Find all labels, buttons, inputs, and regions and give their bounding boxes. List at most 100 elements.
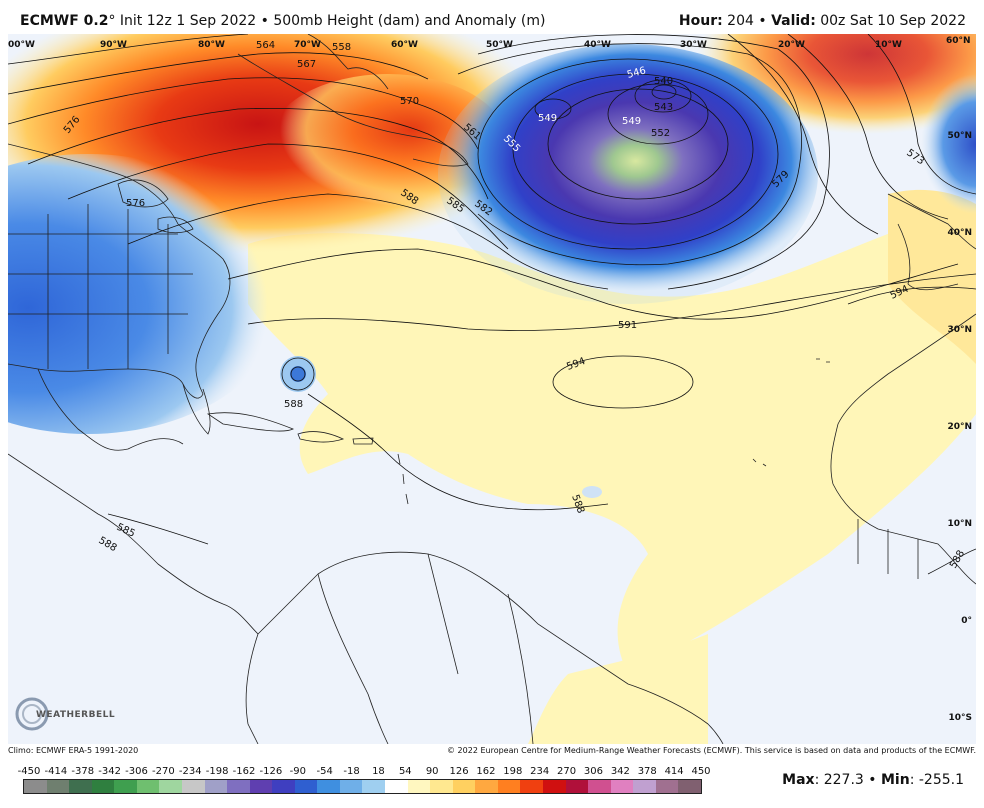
model-name: ECMWF 0.2 <box>20 13 109 29</box>
contour-label: 576 <box>126 198 145 209</box>
colorbar-swatch <box>678 780 701 793</box>
lon-label: 50°W <box>486 40 513 50</box>
colorbar-swatch <box>407 780 431 793</box>
colorbar-swatch <box>588 780 611 793</box>
colorbar-tick: 450 <box>691 766 711 777</box>
climo-note: Climo: ECMWF ERA-5 1991-2020 <box>8 746 139 755</box>
valid-value: 00z Sat 10 Sep 2022 <box>815 13 966 29</box>
contour-label: 546 <box>626 65 647 81</box>
degree-mark: ° <box>108 13 116 29</box>
colorbar-swatch <box>610 780 634 793</box>
colorbar-swatch <box>227 780 250 793</box>
contour-label: 549 <box>622 116 641 127</box>
colorbar-swatch <box>520 780 543 793</box>
colorbar-swatch <box>385 780 408 793</box>
small-low-center <box>290 366 306 382</box>
colorbar-tick: -126 <box>259 766 283 777</box>
contour-label: 558 <box>332 42 351 53</box>
title-bar: ECMWF 0.2° Init 12z 1 Sep 2022 • 500mb H… <box>0 0 984 34</box>
lon-label: 00°W <box>8 40 35 50</box>
colorbar-tick: 90 <box>425 766 439 777</box>
min-label: Min <box>880 772 910 788</box>
colorbar-tick: 342 <box>610 766 630 777</box>
weatherbell-logo: WEATHERBELL <box>12 694 115 734</box>
colorbar-tick: -54 <box>316 766 333 777</box>
colorbar-tick: 378 <box>637 766 657 777</box>
contour-label: 591 <box>618 320 637 331</box>
lon-label: 30°W <box>680 40 707 50</box>
colorbar-tick: -270 <box>152 766 175 777</box>
colorbar-swatch <box>272 780 295 793</box>
contour-label: 564 <box>256 40 275 51</box>
colorbar-tick: -18 <box>343 766 360 777</box>
colorbar-tick: -450 <box>17 766 41 777</box>
lon-label: 70°W <box>294 40 321 50</box>
colorbar <box>23 779 702 794</box>
colorbar-tick: 162 <box>476 766 496 777</box>
small-cool-spot <box>582 486 602 498</box>
lon-label: 40°W <box>584 40 611 50</box>
anomaly-map: 558 564 567 570 576 576 561 555 549 546 … <box>8 34 976 744</box>
lon-label: 90°W <box>100 40 127 50</box>
lat-label: 50°N <box>947 131 972 141</box>
max-value: : 227.3 • <box>814 772 881 788</box>
lat-label: 10°S <box>948 713 972 723</box>
colorbar-tick: -90 <box>289 766 306 777</box>
logo-swirl-icon <box>15 697 49 731</box>
lat-label: 40°N <box>947 228 972 238</box>
colorbar-swatch <box>317 780 340 793</box>
hour-value: 204 • <box>722 13 772 29</box>
coastlines <box>8 34 976 744</box>
latitude-labels: 50°N 40°N 30°N 20°N 10°N 0° 10°S <box>947 131 972 723</box>
colorbar-swatch <box>497 780 521 793</box>
deep-trough-anomaly <box>438 44 818 304</box>
colorbar-tick: 198 <box>503 766 523 777</box>
height-contours <box>8 34 976 575</box>
colorbar-swatch <box>655 780 679 793</box>
colorbar-swatch <box>430 780 453 793</box>
cool-anomaly-east <box>921 74 976 214</box>
colorbar-swatch <box>24 780 47 793</box>
lon-label: 60°N <box>946 36 971 46</box>
lat-label: 20°N <box>947 422 972 432</box>
ridge-shading-east <box>888 189 976 364</box>
max-label: Max <box>782 772 815 788</box>
contour-label: 549 <box>538 113 557 124</box>
lon-label: 60°W <box>391 40 418 50</box>
colorbar-tick-labels: -450 -414 -378 -342 -306 -270 -234 -198 -162 -126… <box>8 766 711 778</box>
copyright-note: © 2022 European Centre for Medium-Range … <box>447 746 976 755</box>
colorbar-tick: 234 <box>530 766 550 777</box>
colorbar-swatch <box>565 780 589 793</box>
colorbar-tick: 54 <box>398 766 412 777</box>
lon-label: 10°W <box>875 40 902 50</box>
colorbar-tick: -234 <box>178 766 202 777</box>
credits-bar: Climo: ECMWF ERA-5 1991-2020 © 2022 Euro… <box>8 746 976 758</box>
lon-label: 80°W <box>198 40 225 50</box>
colorbar-swatch <box>181 780 205 793</box>
lat-label: 30°N <box>947 325 972 335</box>
max-min-readout: Max: 227.3 • Min: -255.1 <box>782 772 964 788</box>
min-value: : -255.1 <box>909 772 964 788</box>
contour-label: 543 <box>654 102 673 113</box>
contour-label: 567 <box>297 59 316 70</box>
colorbar-swatch <box>249 780 273 793</box>
hour-label: Hour: <box>678 13 723 29</box>
ridge-shading <box>248 204 976 674</box>
colorbar-tick: -378 <box>71 766 95 777</box>
colorbar-swatch <box>362 780 385 793</box>
colorbar-swatch <box>69 780 92 793</box>
colorbar-swatch <box>91 780 115 793</box>
valid-time: Hour: 204 • Valid: 00z Sat 10 Sep 2022 <box>679 13 966 29</box>
colorbar-swatch <box>114 780 137 793</box>
lon-label: 20°W <box>778 40 805 50</box>
colorbar-tick: 126 <box>449 766 469 777</box>
colorbar-tick: 306 <box>583 766 604 777</box>
colorbar-swatch <box>159 780 182 793</box>
ridge-shading-south <box>528 634 708 744</box>
colorbar-tick: -342 <box>98 766 121 777</box>
colorbar-swatch <box>46 780 70 793</box>
colorbar-swatch <box>136 780 160 793</box>
colorbar-swatch <box>294 780 318 793</box>
colorbar-tick: 18 <box>372 766 385 777</box>
colorbar-tick: -162 <box>232 766 256 777</box>
